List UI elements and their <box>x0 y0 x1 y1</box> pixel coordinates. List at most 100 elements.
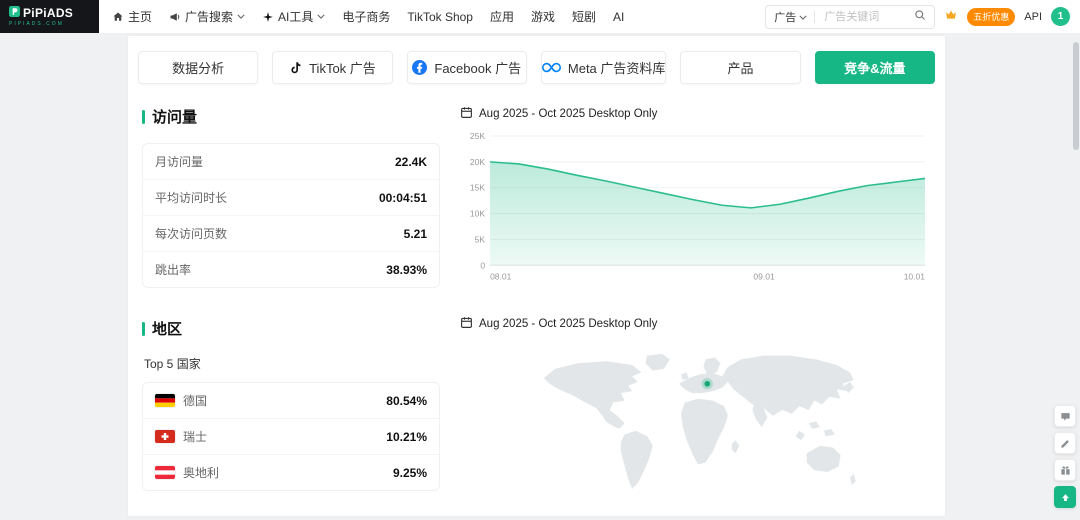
meta-icon <box>541 62 561 73</box>
flag-at-icon <box>155 466 175 479</box>
pipiads-logo-icon <box>9 6 20 20</box>
tiktok-icon <box>289 61 302 74</box>
topnav-item-ad-search[interactable]: 广告搜索 <box>169 8 245 25</box>
svg-text:20K: 20K <box>470 157 485 167</box>
accent-bar <box>142 321 145 336</box>
search-icon[interactable] <box>914 9 926 24</box>
region-section: 地区 Top 5 国家 德国 80.54% 瑞士 10.21% 奥地利 9.25% <box>142 318 440 491</box>
topbar-right: 广告 五折优惠 API 1 <box>765 4 1080 29</box>
back-to-top-icon <box>1060 492 1071 503</box>
top-bar: PiPiADS PIPIADS.COM 主页 广告搜索 AI工具 电子商务 TikTok… <box>0 0 1080 33</box>
calendar-icon <box>460 316 473 332</box>
svg-text:08.01: 08.01 <box>490 271 512 281</box>
topnav-item-short-drama[interactable]: 短剧 <box>572 8 596 25</box>
tab-competition-traffic[interactable]: 竞争&流量 <box>814 51 935 84</box>
svg-text:0: 0 <box>480 260 485 270</box>
topnav-item-ai-tools[interactable]: AI工具 <box>262 8 325 25</box>
world-map-wrap <box>460 348 931 520</box>
brand-name: PiPiADS <box>23 6 74 20</box>
promo-badge[interactable]: 五折优惠 <box>967 7 1016 26</box>
floating-buttons <box>1054 405 1076 508</box>
country-row: 奥地利 9.25% <box>143 455 439 490</box>
topnav-item-label: 广告搜索 <box>185 10 234 24</box>
topnav-item-label: 应用 <box>489 10 514 24</box>
topnav-item-ecommerce[interactable]: 电子商务 <box>342 8 390 25</box>
stat-value: 22.4K <box>394 154 427 169</box>
tabs: 数据分析 TikTok 广告 Facebook 广告 Meta 广告资料库 产品 竞争&流… <box>138 51 935 84</box>
search-input[interactable] <box>822 9 908 24</box>
visits-card: 月访问量 22.4K 平均访问时长 00:04:51 每次访问页数 5.21 跳出率 38.9… <box>142 143 440 288</box>
brand-logo[interactable]: PiPiADS PIPIADS.COM <box>0 0 99 33</box>
stat-label: 平均访问时长 <box>155 191 228 205</box>
back-to-top-button[interactable] <box>1054 486 1076 508</box>
content: 访问量 月访问量 22.4K 平均访问时长 00:04:51 每次访问页数 5.21 跳出率… <box>138 104 935 520</box>
topnav-item-label: AI工具 <box>278 10 314 24</box>
country-name: 奥地利 <box>183 466 220 480</box>
map-marker-germany <box>701 378 713 390</box>
region-card: 德国 80.54% 瑞士 10.21% 奥地利 9.25% <box>142 382 440 491</box>
topnav-item-home[interactable]: 主页 <box>112 8 152 25</box>
feedback-button[interactable] <box>1054 432 1076 454</box>
country-label: 奥地利 <box>155 464 219 481</box>
country-label: 瑞士 <box>155 428 207 445</box>
stat-row: 跳出率 38.93% <box>143 252 439 287</box>
topnav-item-tiktok-shop[interactable]: TikTok Shop <box>407 10 473 24</box>
svg-text:09.01: 09.01 <box>753 271 775 281</box>
tab-label: Facebook 广告 <box>434 61 522 76</box>
chevron-down-icon <box>799 11 807 23</box>
flag-ch-icon <box>155 430 175 443</box>
tab-facebook-ads[interactable]: Facebook 广告 <box>406 51 527 84</box>
tab-data-analysis[interactable]: 数据分析 <box>138 51 259 84</box>
crown-icon[interactable] <box>944 8 958 26</box>
map-section: Aug 2025 - Oct 2025 Desktop Only <box>460 316 931 520</box>
ad-search-icon <box>169 11 181 23</box>
stat-label: 每次访问页数 <box>155 227 228 241</box>
facebook-icon <box>412 60 428 75</box>
world-map <box>543 354 856 490</box>
home-icon <box>112 11 124 23</box>
tab-products[interactable]: 产品 <box>680 51 801 84</box>
svg-text:10K: 10K <box>470 209 485 219</box>
country-value: 10.21% <box>386 429 427 444</box>
region-subtitle: Top 5 国家 <box>144 357 201 371</box>
scrollbar[interactable] <box>1073 42 1079 150</box>
country-row: 瑞士 10.21% <box>143 419 439 455</box>
stat-row: 平均访问时长 00:04:51 <box>143 180 439 216</box>
tab-tiktok-ads[interactable]: TikTok 广告 <box>272 51 393 84</box>
country-value: 80.54% <box>386 393 427 408</box>
tab-label: 数据分析 <box>172 61 225 76</box>
gift-button[interactable] <box>1054 459 1076 481</box>
tab-label: 产品 <box>727 61 754 76</box>
stat-row: 月访问量 22.4K <box>143 144 439 180</box>
region-title-text: 地区 <box>152 321 183 338</box>
stat-value: 38.93% <box>386 262 427 277</box>
stat-label: 跳出率 <box>155 263 192 277</box>
topnav-items: 主页 广告搜索 AI工具 电子商务 TikTok Shop 应用 游戏 短剧 AI <box>112 8 624 25</box>
main-panel: 数据分析 TikTok 广告 Facebook 广告 Meta 广告资料库 产品 竞争&流… <box>128 36 945 516</box>
svg-text:15K: 15K <box>470 183 485 193</box>
topnav-item-games[interactable]: 游戏 <box>531 8 555 25</box>
topnav-item-ai[interactable]: AI <box>613 10 624 24</box>
chevron-down-icon <box>237 14 245 19</box>
avatar[interactable]: 1 <box>1051 7 1070 26</box>
chart-date-label: Aug 2025 - Oct 2025 Desktop Only <box>460 106 931 122</box>
search-category-label: 广告 <box>774 11 797 24</box>
topnav-item-apps[interactable]: 应用 <box>490 8 514 25</box>
support-chat-button[interactable] <box>1054 405 1076 427</box>
svg-text:5K: 5K <box>475 234 486 244</box>
api-link[interactable]: API <box>1024 10 1042 23</box>
stat-value: 5.21 <box>403 226 427 241</box>
search-bar: 广告 <box>765 4 936 29</box>
support-chat-icon <box>1060 411 1071 422</box>
topnav-item-label: 游戏 <box>531 10 556 24</box>
topnav-item-label: 电子商务 <box>342 10 391 24</box>
search-category-select[interactable]: 广告 <box>774 9 807 25</box>
tab-label: TikTok 广告 <box>309 61 376 76</box>
visits-title-text: 访问量 <box>152 109 198 126</box>
tab-meta-library[interactable]: Meta 广告资料库 <box>540 51 667 84</box>
topnav-item-label: AI <box>613 9 625 24</box>
tab-label: Meta 广告资料库 <box>567 61 666 76</box>
tab-label: 竞争&流量 <box>844 61 906 76</box>
map-date-text: Aug 2025 - Oct 2025 Desktop Only <box>479 318 658 331</box>
svg-text:10.01: 10.01 <box>904 271 926 281</box>
